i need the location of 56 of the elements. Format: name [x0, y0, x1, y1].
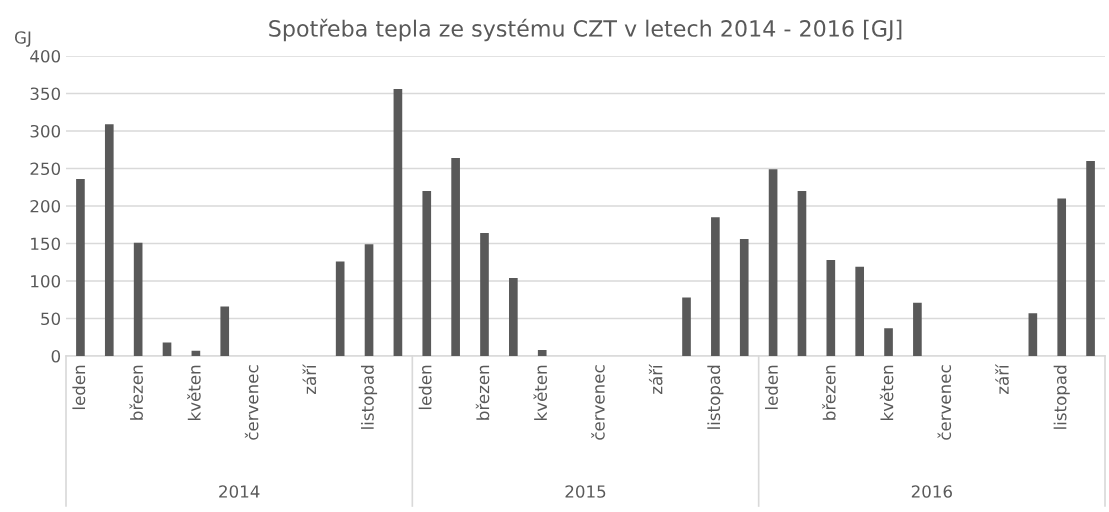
y-tick-label: 400 — [30, 49, 61, 63]
bar — [797, 191, 807, 356]
y-tick-label: 0 — [51, 349, 61, 363]
bar — [335, 261, 345, 356]
x-tick-label: listopad — [707, 365, 724, 429]
x-tick-label: březen — [129, 365, 143, 420]
text: 2014 — [219, 485, 260, 498]
bar — [855, 266, 865, 356]
x-tick-label: březen — [822, 365, 836, 420]
bar — [826, 260, 836, 356]
x-tick-label: leden — [765, 365, 778, 410]
bar — [1086, 161, 1095, 356]
bar — [537, 350, 547, 356]
bar — [422, 191, 432, 356]
bar — [133, 242, 143, 356]
y-tick-label: 100 — [31, 274, 61, 288]
bar — [682, 297, 691, 356]
bar — [509, 278, 518, 356]
x-tick-label: květen — [187, 365, 201, 420]
x-tick-label: leden — [72, 365, 86, 410]
bar — [451, 158, 460, 356]
y-tick-label: 50 — [41, 312, 61, 326]
y-tick-label: 350 — [30, 87, 61, 101]
bar — [480, 233, 489, 356]
y-tick-label: 150 — [31, 237, 61, 251]
x-tick-label: květen — [533, 365, 548, 420]
bar — [1028, 313, 1038, 356]
text: 2016 — [911, 485, 952, 498]
bar — [884, 328, 893, 356]
x-tick-label: červenec — [937, 365, 952, 440]
y-tick-label: 200 — [30, 199, 61, 213]
bar — [913, 302, 922, 356]
bar — [220, 306, 230, 356]
bar — [711, 217, 720, 356]
x-tick-label: září — [302, 363, 317, 395]
x-tick-label: září — [995, 363, 1009, 395]
x-tick-label: květen — [879, 365, 894, 420]
bar — [393, 89, 403, 356]
bar — [739, 239, 749, 356]
x-tick-label: březen — [475, 365, 490, 420]
x-tick-label: listopad — [1053, 365, 1070, 429]
chart-title: Spotřeba tepla ze systému CZT v letech 2014 - 2016 [GJ] — [269, 18, 902, 42]
x-tick-label: leden — [418, 365, 432, 410]
bar — [1057, 198, 1067, 356]
x-tick-label: září — [648, 363, 663, 395]
y-tick-label: 250 — [30, 162, 61, 176]
x-tick-label: listopad — [360, 365, 378, 429]
bar — [76, 179, 85, 356]
bar — [104, 124, 114, 356]
x-tick-label: červenec — [244, 365, 259, 440]
x-tick-label: červenec — [591, 365, 605, 440]
bar — [364, 244, 374, 356]
y-axis-title: GJ — [14, 31, 31, 47]
y-tick-label: 300 — [30, 124, 61, 138]
text: 2015 — [565, 485, 606, 498]
bar — [768, 169, 778, 356]
